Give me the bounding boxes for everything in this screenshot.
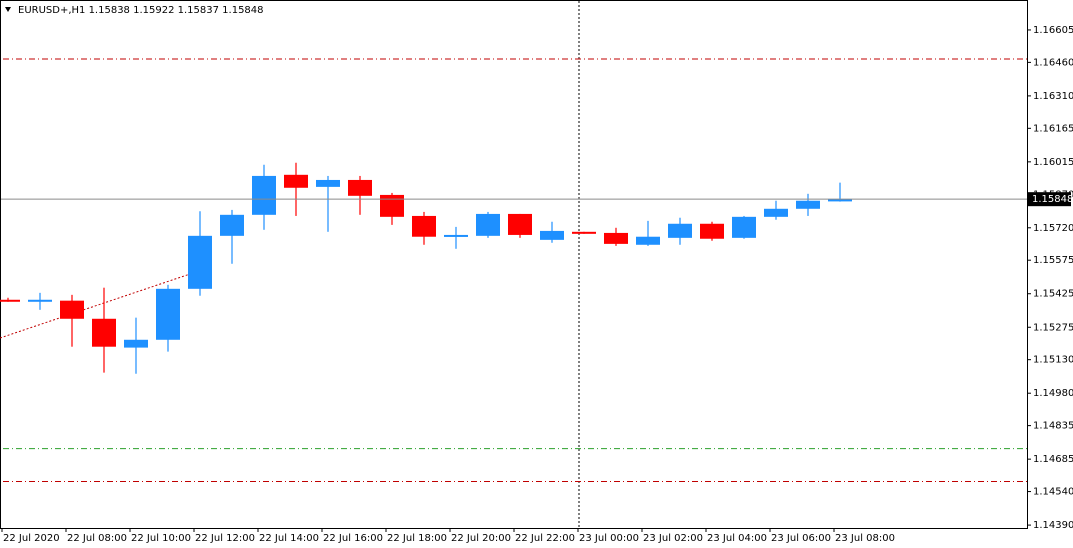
x-tick-label: 23 Jul 00:00 (579, 533, 639, 544)
candle-body (316, 179, 340, 187)
x-tick-label: 23 Jul 08:00 (835, 533, 895, 544)
candle-body (156, 288, 180, 340)
candle-body (380, 194, 404, 217)
candle-body (828, 199, 852, 202)
candle-body (636, 236, 660, 245)
candle-body (92, 318, 116, 347)
candle-body (668, 223, 692, 238)
y-tick-label: 1.15720 (1033, 223, 1073, 234)
y-tick-label: 1.15275 (1033, 322, 1073, 333)
y-tick-label: 1.16605 (1033, 25, 1073, 36)
x-tick-label: 22 Jul 10:00 (131, 533, 191, 544)
y-tick-label: 1.16310 (1033, 91, 1073, 102)
menu-triangle (5, 7, 11, 12)
candle-body (124, 339, 148, 348)
candle-body (700, 223, 724, 239)
x-tick-label: 22 Jul 2020 (3, 533, 60, 544)
y-tick-label: 1.14390 (1033, 520, 1073, 531)
y-tick-label: 1.16015 (1033, 157, 1073, 168)
candle-body (28, 299, 52, 302)
candle-body (540, 230, 564, 240)
candle-body (604, 232, 628, 244)
x-tick-label: 23 Jul 06:00 (771, 533, 831, 544)
y-tick-label: 1.16165 (1033, 123, 1073, 134)
candle-body (348, 179, 372, 196)
y-tick-label: 1.14685 (1033, 454, 1073, 465)
x-tick-label: 22 Jul 12:00 (195, 533, 255, 544)
candle-body (732, 216, 756, 238)
y-tick-label: 1.14980 (1033, 388, 1073, 399)
y-tick-label: 1.15575 (1033, 255, 1073, 266)
x-tick-label: 23 Jul 02:00 (643, 533, 703, 544)
candle-body (284, 174, 308, 188)
x-tick-label: 22 Jul 18:00 (387, 533, 447, 544)
candle-body (476, 213, 500, 236)
candle-body (188, 235, 212, 289)
y-tick-label: 1.14835 (1033, 421, 1073, 432)
plot-frame (0, 0, 1028, 529)
candle-body (220, 214, 244, 236)
candle-body (0, 299, 20, 302)
candle-body (252, 175, 276, 215)
x-tick-label: 22 Jul 20:00 (451, 533, 511, 544)
candle-body (508, 213, 532, 235)
y-tick-label: 1.15425 (1033, 289, 1073, 300)
x-tick-label: 22 Jul 22:00 (515, 533, 575, 544)
trend-line (0, 272, 194, 339)
x-tick-label: 22 Jul 14:00 (259, 533, 319, 544)
current-price-label: 1.15848 (1032, 194, 1073, 205)
chart-title: EURUSD+,H1 1.15838 1.15922 1.15837 1.158… (18, 5, 264, 16)
candle-body (764, 208, 788, 217)
candle-body (796, 200, 820, 209)
x-tick-label: 23 Jul 04:00 (707, 533, 767, 544)
y-tick-label: 1.14540 (1033, 487, 1073, 498)
candle-body (572, 231, 596, 234)
x-tick-label: 22 Jul 16:00 (323, 533, 383, 544)
y-tick-label: 1.15130 (1033, 355, 1073, 366)
candle-body (412, 215, 436, 237)
current-price-box (1027, 192, 1071, 207)
candle-body (60, 300, 84, 319)
candle-body (444, 234, 468, 237)
x-tick-label: 22 Jul 08:00 (67, 533, 127, 544)
y-tick-label: 1.16460 (1033, 57, 1073, 68)
